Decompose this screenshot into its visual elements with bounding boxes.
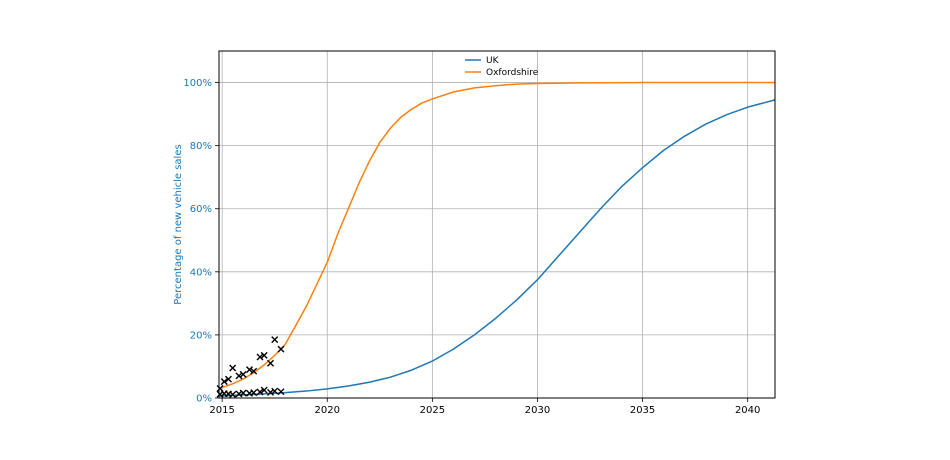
observation-marker-uk: [277, 388, 285, 396]
legend-label-uk: UK: [486, 56, 500, 66]
y-tick-label: 0%: [196, 394, 212, 405]
observation-marker-oxfordshire: [256, 353, 264, 361]
grid: [219, 51, 775, 399]
series-line-uk: [218, 99, 776, 397]
observation-marker-oxfordshire: [277, 345, 285, 353]
y-tick-label: 80%: [190, 141, 212, 152]
plot-frame: [218, 50, 776, 399]
y-tick-label: 40%: [190, 267, 212, 278]
observation-marker-oxfordshire: [229, 364, 237, 372]
observation-marker-oxfordshire: [220, 378, 228, 386]
x-tick-label: 2035: [630, 405, 655, 416]
x-tick-label: 2015: [209, 405, 234, 416]
y-axis-label: Percentage of new vehicle sales: [173, 144, 184, 304]
observation-marker-oxfordshire: [267, 359, 274, 367]
observation-marker-uk: [250, 389, 258, 397]
y-tick-label: 100%: [183, 78, 212, 89]
x-tick-label: 2020: [315, 405, 340, 416]
observation-marker-uk: [260, 386, 268, 394]
observation-marker-oxfordshire: [260, 351, 268, 359]
observation-markers: [216, 336, 285, 399]
x-tick-label: 2040: [735, 405, 760, 416]
observation-marker-oxfordshire: [224, 375, 232, 383]
x-axis-ticks: 2015 2020 2025 2030 2035 2040: [209, 398, 760, 416]
observation-marker-uk: [229, 391, 237, 399]
observation-marker-oxfordshire: [239, 370, 247, 378]
y-tick-label: 60%: [190, 204, 212, 215]
observation-marker-uk: [271, 387, 279, 395]
legend-label-oxfordshire: Oxfordshire: [486, 68, 539, 78]
x-tick-label: 2025: [420, 405, 445, 416]
observation-marker-oxfordshire: [271, 336, 279, 344]
series-line-oxfordshire: [218, 81, 775, 390]
observation-marker-uk: [256, 388, 264, 396]
observation-marker-oxfordshire: [245, 366, 253, 374]
observation-marker-oxfordshire: [235, 372, 243, 380]
y-axis-ticks: 0% 20% 40% 60% 80% 100%: [183, 78, 219, 405]
x-tick-label: 2030: [525, 405, 550, 416]
observation-marker-oxfordshire: [250, 367, 258, 375]
observation-marker-uk: [267, 388, 274, 396]
series-lines: [218, 81, 776, 397]
legend: UK Oxfordshire: [465, 56, 539, 78]
observation-marker-uk: [239, 389, 247, 397]
y-tick-label: 20%: [190, 330, 212, 341]
